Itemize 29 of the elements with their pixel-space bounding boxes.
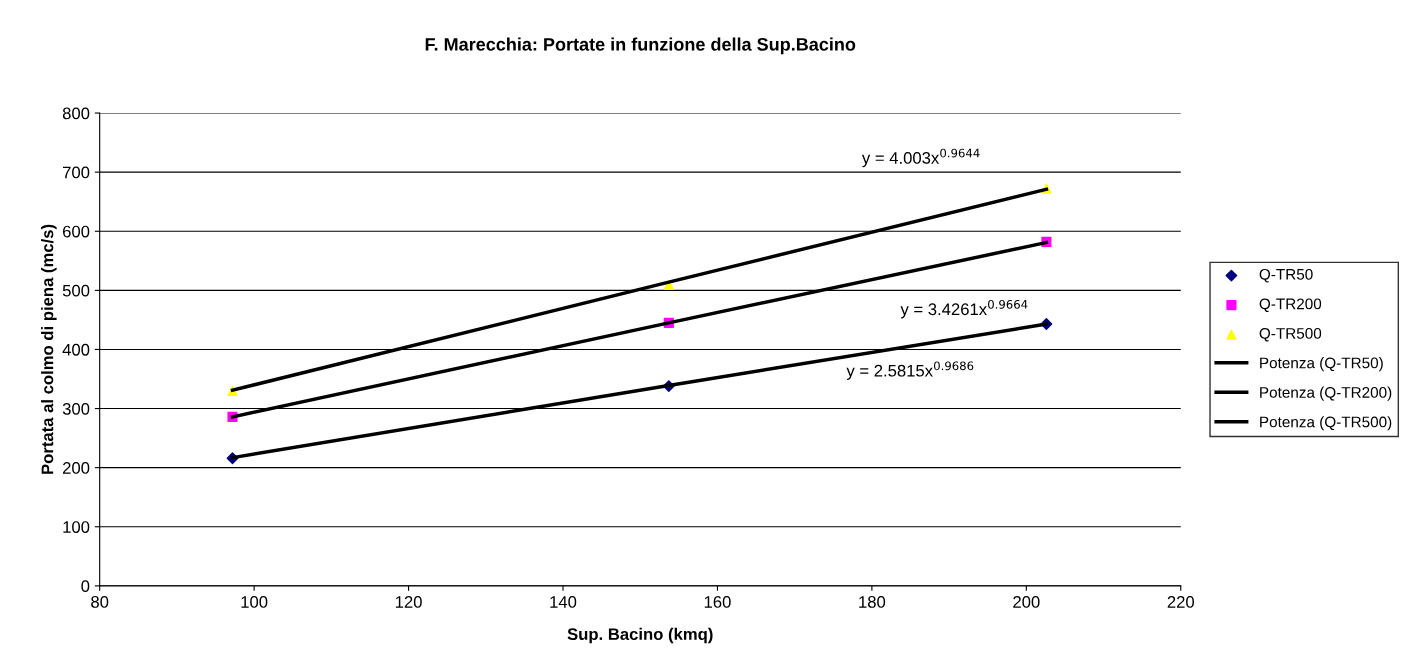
legend-label: Q-TR200	[1259, 298, 1322, 313]
y-tick-label: 700	[63, 166, 90, 179]
x-tick-label: 200	[1013, 596, 1040, 608]
x-tick-label: 220	[1167, 596, 1195, 608]
y-tick-label: 200	[63, 462, 90, 474]
x-tick-label: 160	[704, 596, 731, 608]
chart-title: F. Marecchia: Portate in funzione della Sup.Bacino	[425, 37, 856, 55]
x-tick-label: 180	[859, 596, 886, 608]
x-tick-label: 140	[550, 596, 577, 608]
legend-label: Q-TR50	[1259, 268, 1313, 283]
annotation: y = 2.5815x$^{0.9686}$	[846, 361, 974, 380]
y-tick-label: 400	[62, 343, 90, 356]
y-tick-label: 500	[62, 284, 90, 297]
annotation: y = 4.003x$^{0.9644}$	[861, 148, 980, 168]
x-tick-label: 120	[395, 596, 422, 608]
y-tick-label: 0	[81, 580, 90, 593]
legend-label: Potenza (Q-TR200)	[1260, 386, 1392, 401]
x-axis-title: Sup. Bacino (kmq)	[567, 627, 713, 644]
y-tick-label: 800	[62, 107, 90, 120]
legend-label: Potenza (Q-TR500)	[1260, 416, 1392, 431]
x-tick-label: 100	[241, 596, 268, 608]
y-axis-title: Portata al colmo di piena (mc/s)	[41, 224, 57, 474]
legend-label: Potenza (Q-TR50)	[1260, 357, 1383, 372]
annotation: y = 3.4261x$^{0.9664}$	[900, 299, 1028, 319]
x-tick-label: 80	[91, 596, 109, 608]
legend-label: Q-TR500	[1259, 327, 1322, 342]
y-tick-label: 100	[63, 521, 90, 533]
y-tick-label: 300	[62, 402, 90, 415]
y-tick-label: 600	[63, 225, 90, 238]
